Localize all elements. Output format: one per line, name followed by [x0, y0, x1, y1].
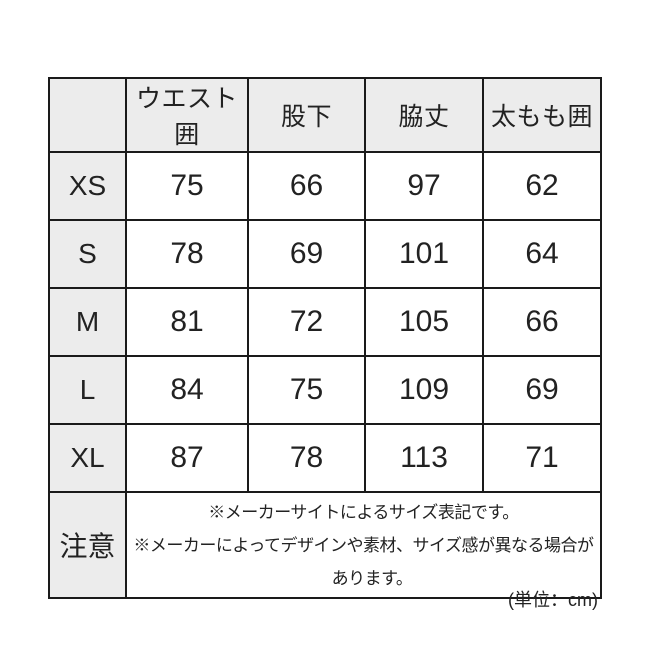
size-value-cell: 75 — [247, 355, 366, 425]
row-label-s: S — [48, 219, 127, 289]
size-value-cell: 66 — [247, 151, 366, 221]
table-row-l: L 84 75 109 69 — [48, 355, 602, 425]
size-value-cell: 69 — [482, 355, 602, 425]
column-header-inseam: 股下 — [247, 77, 366, 153]
size-value-cell: 71 — [482, 423, 602, 493]
size-value-cell: 97 — [364, 151, 484, 221]
row-label-l: L — [48, 355, 127, 425]
size-value-cell: 78 — [125, 219, 249, 289]
size-value-cell: 113 — [364, 423, 484, 493]
row-label-xs: XS — [48, 151, 127, 221]
header-row: ウエスト囲 股下 脇丈 太もも囲 — [48, 77, 602, 153]
size-value-cell: 81 — [125, 287, 249, 357]
size-value-cell: 101 — [364, 219, 484, 289]
size-value-cell: 105 — [364, 287, 484, 357]
row-label-xl: XL — [48, 423, 127, 493]
size-value-cell: 72 — [247, 287, 366, 357]
size-value-cell: 84 — [125, 355, 249, 425]
note-line: ※メーカーによってデザインや素材、サイズ感が異なる場合があります。 — [133, 535, 594, 588]
table-row-m: M 81 72 105 66 — [48, 287, 602, 357]
size-value-cell: 75 — [125, 151, 249, 221]
column-header-thigh: 太もも囲 — [482, 77, 602, 153]
table-row-xs: XS 75 66 97 62 — [48, 151, 602, 221]
size-chart-table: ウエスト囲 股下 脇丈 太もも囲 XS 75 66 97 62 S 78 69 … — [48, 77, 602, 599]
column-header-waist: ウエスト囲 — [125, 77, 249, 153]
column-header-side-length: 脇丈 — [364, 77, 484, 153]
size-value-cell: 66 — [482, 287, 602, 357]
size-value-cell: 62 — [482, 151, 602, 221]
unit-label: (単位：cm) — [508, 590, 598, 610]
corner-cell — [48, 77, 127, 153]
size-value-cell: 78 — [247, 423, 366, 493]
note-row: 注意 ※メーカーサイトによるサイズ表記です。 ※メーカーによってデザインや素材、… — [48, 491, 602, 599]
row-label-m: M — [48, 287, 127, 357]
note-label: 注意 — [48, 491, 127, 599]
size-value-cell: 87 — [125, 423, 249, 493]
table-row-xl: XL 87 78 113 71 — [48, 423, 602, 493]
size-value-cell: 64 — [482, 219, 602, 289]
note-text-cell: ※メーカーサイトによるサイズ表記です。 ※メーカーによってデザインや素材、サイズ… — [125, 491, 602, 599]
note-line: ※メーカーサイトによるサイズ表記です。 — [208, 502, 519, 522]
table-row-s: S 78 69 101 64 — [48, 219, 602, 289]
size-value-cell: 109 — [364, 355, 484, 425]
size-value-cell: 69 — [247, 219, 366, 289]
